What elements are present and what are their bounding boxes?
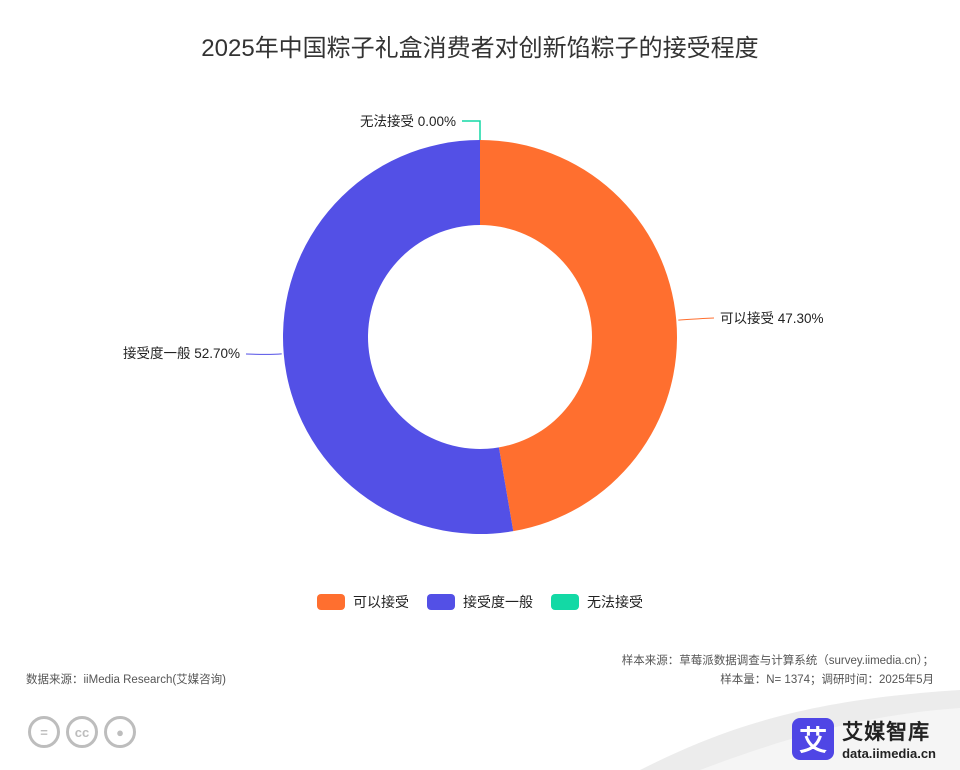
legend-label: 接受度一般: [463, 594, 533, 610]
data-source: 数据来源：iiMedia Research(艾媒咨询): [26, 674, 227, 686]
legend-swatch: [551, 594, 579, 610]
chart-title: 2025年中国粽子礼盒消费者对创新馅粽子的接受程度: [201, 35, 759, 62]
slice-average[interactable]: [283, 140, 514, 534]
cc-icon: cc: [66, 716, 98, 748]
legend-label: 无法接受: [587, 594, 643, 610]
legend-label: 可以接受: [353, 594, 409, 610]
legend: 可以接受 接受度一般 无法接受: [0, 592, 960, 612]
callout-label: 可以接受 47.30%: [720, 310, 824, 326]
slice-acceptable[interactable]: [480, 140, 678, 532]
callout-line: [678, 317, 715, 321]
callout-label: 接受度一般 52.70%: [123, 345, 240, 361]
legend-item-average[interactable]: 接受度一般: [427, 592, 533, 612]
callout-label: 无法接受 0.00%: [360, 113, 456, 129]
license-icons: = cc ●: [28, 716, 136, 748]
legend-item-unacceptable[interactable]: 无法接受: [551, 592, 643, 612]
callout-line: [462, 120, 481, 140]
legend-swatch: [427, 594, 455, 610]
callout-line: [245, 353, 282, 355]
person-icon: ●: [104, 716, 136, 748]
brand-name: 艾媒智库: [842, 721, 931, 744]
donut-chart: 可以接受 47.30% 接受度一般 52.70% 无法接受 0.00%: [123, 113, 824, 534]
brand: 艾 艾媒智库 data.iimedia.cn: [792, 716, 936, 761]
sample-source: 样本来源：草莓派数据调查与计算系统（survey.iimedia.cn）；: [621, 655, 934, 667]
sample-size: 样本量：N= 1374；调研时间：2025年5月: [720, 674, 934, 686]
legend-swatch: [317, 594, 345, 610]
brand-url: data.iimedia.cn: [842, 746, 936, 761]
legend-item-acceptable[interactable]: 可以接受: [317, 592, 409, 612]
brand-logo: 艾: [792, 717, 835, 760]
equals-icon: =: [28, 716, 60, 748]
brand-text: 艾媒智库 data.iimedia.cn: [842, 716, 936, 761]
